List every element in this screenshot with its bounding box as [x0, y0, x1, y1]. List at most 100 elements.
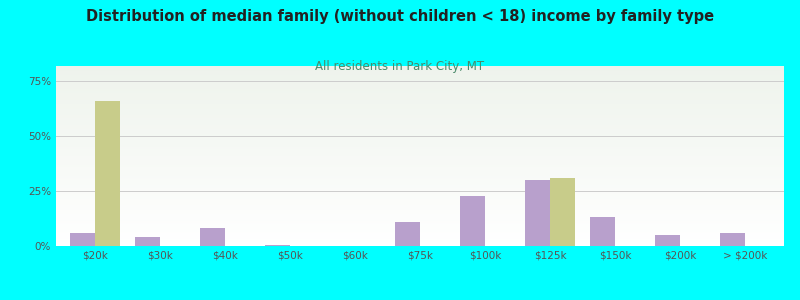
- Bar: [56, 66, 784, 68]
- Bar: [56, 111, 784, 113]
- Text: Distribution of median family (without children < 18) income by family type: Distribution of median family (without c…: [86, 9, 714, 24]
- Bar: [56, 95, 784, 97]
- Bar: [56, 206, 784, 208]
- Bar: [56, 147, 784, 149]
- Bar: [56, 214, 784, 215]
- Bar: [56, 136, 784, 138]
- Bar: [70, 233, 95, 246]
- Bar: [56, 235, 784, 237]
- Bar: [655, 235, 680, 246]
- Bar: [95, 101, 120, 246]
- Bar: [56, 172, 784, 174]
- Bar: [56, 228, 784, 230]
- Bar: [56, 185, 784, 187]
- Bar: [56, 124, 784, 125]
- Bar: [56, 199, 784, 201]
- Bar: [56, 217, 784, 219]
- Bar: [56, 133, 784, 134]
- Bar: [56, 118, 784, 120]
- Bar: [56, 242, 784, 244]
- Bar: [56, 115, 784, 116]
- Bar: [56, 169, 784, 170]
- Bar: [56, 179, 784, 181]
- Bar: [56, 107, 784, 109]
- Bar: [56, 244, 784, 246]
- Bar: [56, 239, 784, 241]
- Bar: [56, 154, 784, 156]
- Bar: [56, 160, 784, 161]
- Bar: [56, 167, 784, 169]
- Bar: [56, 196, 784, 197]
- Bar: [56, 68, 784, 70]
- Bar: [56, 140, 784, 142]
- Bar: [56, 82, 784, 84]
- Bar: [56, 98, 784, 100]
- Bar: [56, 109, 784, 111]
- Bar: [56, 158, 784, 160]
- Bar: [56, 174, 784, 176]
- Bar: [56, 125, 784, 127]
- Bar: [56, 134, 784, 136]
- Bar: [590, 218, 615, 246]
- Bar: [56, 187, 784, 188]
- Bar: [56, 190, 784, 192]
- Bar: [56, 152, 784, 154]
- Bar: [56, 203, 784, 205]
- Bar: [56, 100, 784, 102]
- Bar: [395, 222, 420, 246]
- Bar: [56, 197, 784, 199]
- Bar: [56, 73, 784, 75]
- Bar: [460, 196, 485, 246]
- Bar: [56, 181, 784, 183]
- Bar: [56, 194, 784, 196]
- Bar: [56, 165, 784, 167]
- Bar: [56, 86, 784, 88]
- Bar: [56, 106, 784, 107]
- Bar: [56, 138, 784, 140]
- Bar: [56, 89, 784, 91]
- Bar: [56, 233, 784, 235]
- Bar: [56, 201, 784, 203]
- Bar: [56, 116, 784, 118]
- Bar: [56, 156, 784, 158]
- Bar: [56, 142, 784, 143]
- Bar: [56, 149, 784, 151]
- Bar: [266, 245, 290, 246]
- Bar: [56, 145, 784, 147]
- Bar: [720, 233, 745, 246]
- Bar: [56, 91, 784, 93]
- Bar: [56, 170, 784, 172]
- Bar: [526, 180, 550, 246]
- Bar: [56, 70, 784, 71]
- Bar: [56, 205, 784, 206]
- Bar: [56, 176, 784, 178]
- Bar: [56, 226, 784, 228]
- Bar: [56, 104, 784, 106]
- Bar: [56, 129, 784, 131]
- Bar: [56, 75, 784, 77]
- Bar: [56, 102, 784, 104]
- Bar: [56, 143, 784, 145]
- Bar: [135, 237, 160, 246]
- Bar: [56, 224, 784, 226]
- Bar: [56, 219, 784, 221]
- Bar: [56, 163, 784, 165]
- Bar: [56, 232, 784, 233]
- Bar: [56, 215, 784, 217]
- Bar: [56, 192, 784, 194]
- Bar: [56, 178, 784, 179]
- Bar: [56, 223, 784, 224]
- Bar: [56, 230, 784, 232]
- Bar: [56, 80, 784, 82]
- Bar: [56, 151, 784, 152]
- Bar: [56, 221, 784, 223]
- Bar: [56, 71, 784, 73]
- Bar: [56, 93, 784, 95]
- Bar: [56, 210, 784, 212]
- Bar: [56, 120, 784, 122]
- Bar: [56, 79, 784, 80]
- Bar: [56, 131, 784, 133]
- Bar: [56, 122, 784, 124]
- Bar: [56, 97, 784, 98]
- Bar: [56, 77, 784, 79]
